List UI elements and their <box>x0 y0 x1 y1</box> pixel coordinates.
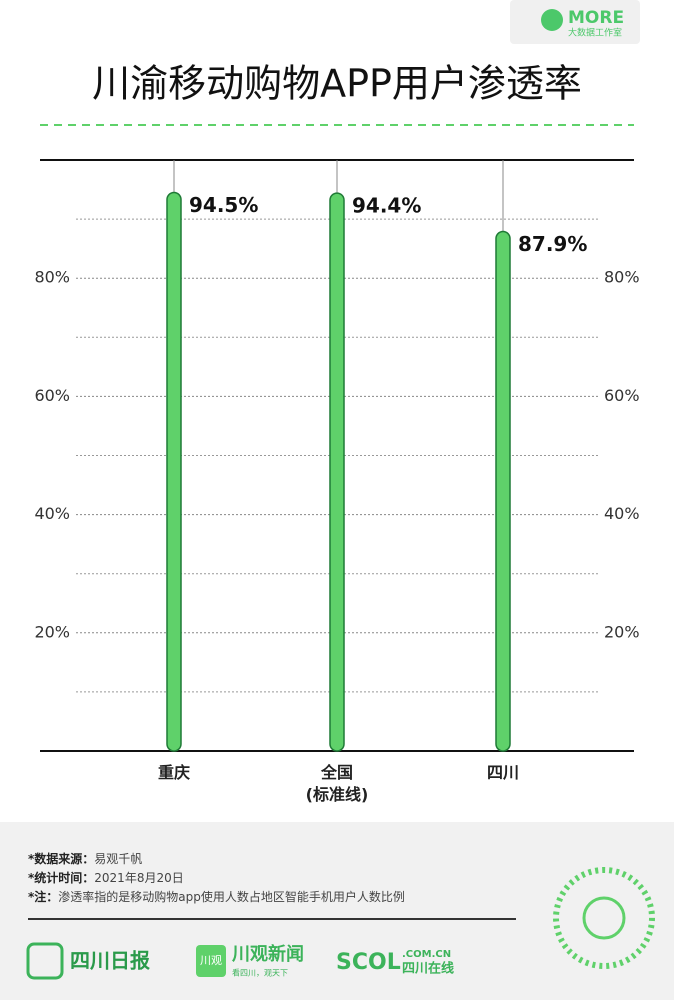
scol: SCOL <box>336 950 401 975</box>
logo-icon <box>541 9 563 31</box>
y-tick-label: 40% <box>34 504 70 523</box>
note-text: 渗透率指的是移动购物app使用人数占地区智能手机用户人数比例 <box>58 890 405 904</box>
sichuan-daily: 四川日报 <box>70 949 150 973</box>
footer-bg <box>0 822 674 1000</box>
note-label: *统计时间： <box>28 871 95 885</box>
note: *注：渗透率指的是移动购物app使用人数占地区智能手机用户人数比例 <box>28 888 405 905</box>
bar <box>166 191 182 752</box>
note-text: 易观千帆 <box>94 852 143 866</box>
y2-tick-label: 20% <box>604 622 640 641</box>
logo-name: MORE <box>568 8 624 28</box>
bar <box>329 192 345 752</box>
y-tick-label: 80% <box>34 268 70 287</box>
logo-box <box>510 0 640 44</box>
qr-center <box>582 896 626 940</box>
value-label: 87.9% <box>518 232 587 256</box>
y2-tick-label: 60% <box>604 386 640 405</box>
chuanguan-icon-bg <box>196 945 226 977</box>
chuanguan: 川观新闻 <box>231 943 304 965</box>
y2-tick-label: 80% <box>604 268 640 287</box>
note-text: 2021年8月20日 <box>94 871 184 885</box>
x-tick-label: 四川 <box>486 763 519 782</box>
chuanguan-icon: 川观 <box>200 954 222 967</box>
logo-subtitle: 大数据工作室 <box>568 27 622 39</box>
value-label: 94.5% <box>189 193 258 217</box>
scol-domain: .COM.CN <box>402 949 451 960</box>
sichuan-daily-icon <box>26 942 64 980</box>
note: *统计时间：2021年8月20日 <box>28 869 184 886</box>
qr-code <box>553 867 655 969</box>
note-label: *数据来源： <box>28 852 95 866</box>
note: *数据来源：易观千帆 <box>28 850 142 867</box>
y-tick-label: 20% <box>34 622 70 641</box>
scol-name: 四川在线 <box>402 961 454 977</box>
x-tick-label: 重庆 <box>157 763 190 782</box>
chart-title: 川渝移动购物APP用户渗透率 <box>92 62 582 106</box>
y-tick-label: 60% <box>34 386 70 405</box>
x-tick-label: 全国 (标准线) <box>305 763 369 804</box>
value-label: 94.4% <box>352 194 421 218</box>
bar <box>495 230 511 752</box>
y2-tick-label: 40% <box>604 504 640 523</box>
chuanguan-slogan: 看四川，观天下 <box>232 969 288 978</box>
note-label: *注： <box>28 890 59 904</box>
